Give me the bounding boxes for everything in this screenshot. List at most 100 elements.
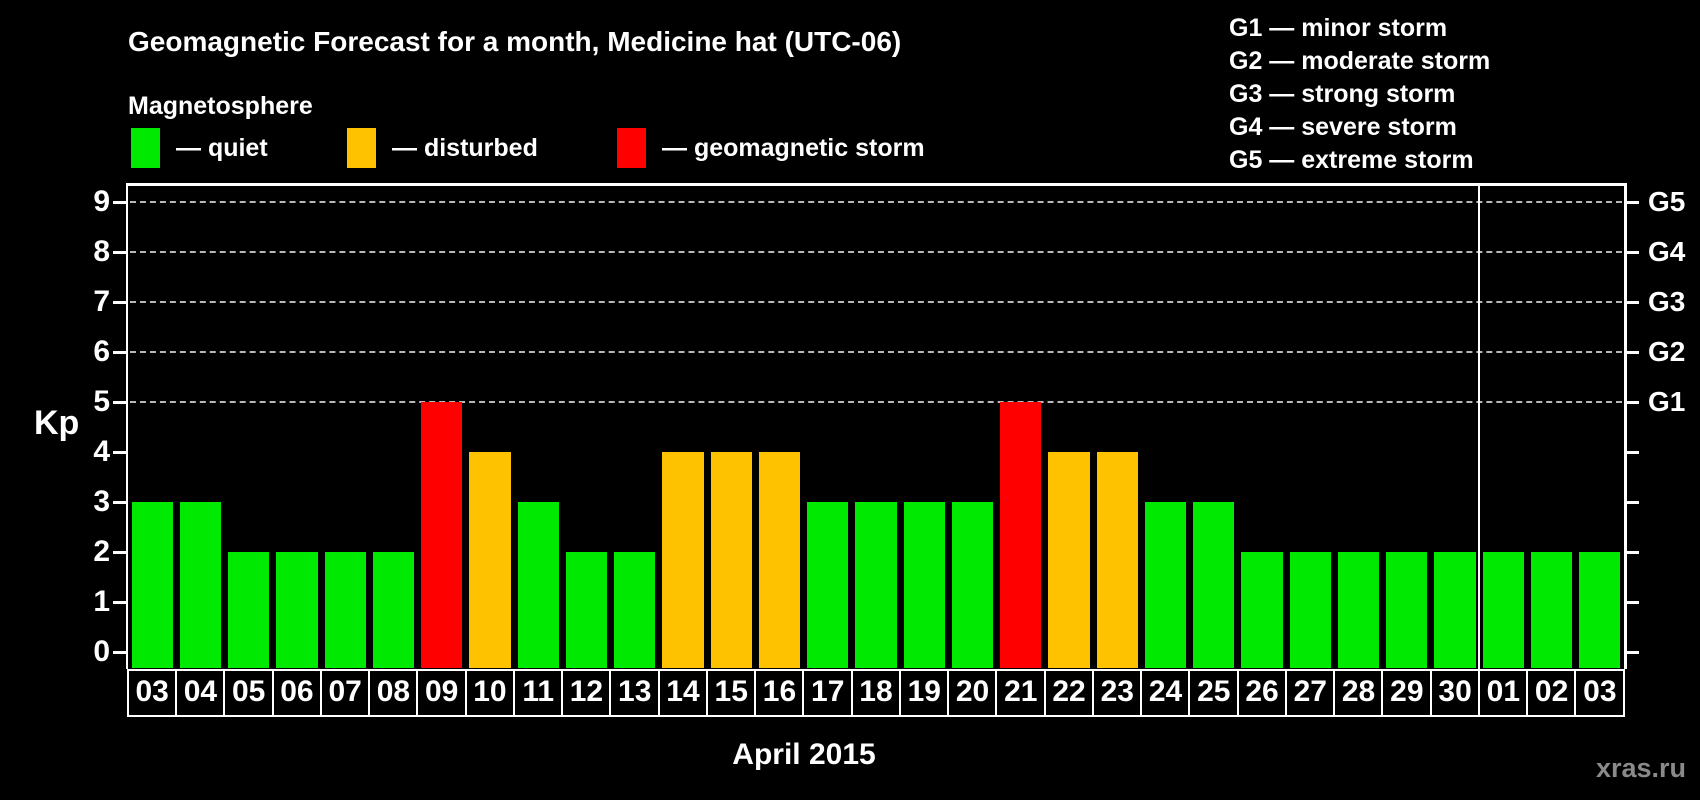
page-title: Geomagnetic Forecast for a month, Medici… — [128, 26, 902, 57]
x-axis-label: 22 — [1043, 669, 1095, 717]
x-axis-label: 12 — [561, 669, 612, 717]
right-axis-tick — [1624, 400, 1639, 404]
legend-title: Magnetosphere — [128, 92, 313, 120]
y-axis-tick — [113, 600, 128, 604]
plot-border-top — [125, 183, 1627, 186]
x-axis-label: 16 — [754, 669, 805, 717]
x-axis-label: 18 — [850, 669, 902, 717]
x-axis-label: 10 — [464, 669, 516, 717]
y-axis-tick — [113, 450, 128, 454]
kp-bar — [951, 502, 994, 668]
x-axis-label: 11 — [512, 669, 564, 717]
x-axis-title: April 2015 — [732, 738, 876, 771]
x-axis-label: 23 — [1091, 669, 1143, 717]
x-axis-label: 01 — [1477, 669, 1529, 717]
plot-border-left — [125, 183, 128, 669]
y-axis-tick-label: 9 — [93, 185, 110, 218]
y-axis-tick-label: 0 — [93, 635, 110, 668]
kp-bar — [807, 502, 849, 668]
kp-bar — [1096, 452, 1138, 668]
x-axis-label: 15 — [705, 669, 757, 717]
kp-bar — [1289, 552, 1331, 668]
kp-bar — [228, 552, 270, 668]
y-axis-tick — [113, 250, 128, 254]
x-axis-label: 25 — [1188, 669, 1240, 717]
y-axis-tick-label: 4 — [93, 435, 110, 468]
x-axis-label: 24 — [1140, 669, 1191, 717]
g-level-gridline — [130, 201, 1622, 203]
g-scale-legend: G1 — minor storm G2 — moderate storm G3 … — [1229, 12, 1490, 177]
g-legend-line: G3 — strong storm — [1229, 80, 1456, 108]
kp-bar — [1482, 552, 1524, 668]
x-axis-label: 27 — [1284, 669, 1336, 717]
kp-bar — [662, 452, 704, 668]
right-axis-tick — [1624, 600, 1639, 604]
y-axis-tick — [113, 200, 128, 204]
x-axis-label: 14 — [657, 669, 709, 717]
kp-bar — [372, 552, 415, 668]
y-axis-tick-label: 5 — [93, 385, 110, 418]
x-axis-label: 17 — [802, 669, 854, 717]
legend-item-quiet: — quiet — [131, 128, 268, 168]
x-axis-label: 30 — [1429, 669, 1481, 717]
g-scale-tick-label: G5 — [1648, 186, 1686, 217]
y-axis-tick-label: 2 — [93, 535, 110, 568]
kp-bar — [1193, 502, 1235, 668]
x-axis-label: 02 — [1526, 669, 1577, 717]
g-legend-line: G2 — moderate storm — [1229, 47, 1491, 75]
legend-label: — geomagnetic storm — [662, 134, 925, 162]
g-scale-tick-label: G4 — [1648, 236, 1686, 267]
y-axis-tick — [113, 500, 128, 504]
kp-bar — [421, 402, 463, 668]
kp-bar — [614, 552, 656, 668]
y-axis-tick — [113, 550, 128, 554]
plot-border-right — [1624, 183, 1627, 669]
x-axis-label: 13 — [609, 669, 661, 717]
x-axis-label: 03 — [1574, 669, 1626, 717]
legend-label: — disturbed — [392, 134, 538, 162]
right-axis-tick — [1624, 200, 1639, 204]
y-axis-tick — [113, 650, 128, 654]
g-level-gridline — [130, 301, 1622, 303]
x-axis-label: 08 — [368, 669, 419, 717]
right-axis-tick — [1624, 550, 1639, 554]
g-legend-line: G4 — severe storm — [1229, 113, 1457, 141]
g-level-gridline — [130, 401, 1622, 403]
legend-item-disturbed: — disturbed — [347, 128, 538, 168]
g-legend-line: G5 — extreme storm — [1229, 146, 1474, 174]
g-scale-tick-label: G2 — [1648, 336, 1686, 367]
kp-bar — [1434, 552, 1476, 668]
watermark: xras.ru — [1595, 753, 1686, 783]
kp-bar — [1000, 402, 1042, 668]
kp-bar — [1241, 552, 1283, 668]
month-separator-line — [1477, 183, 1481, 669]
x-axis-label: 09 — [416, 669, 468, 717]
y-axis-tick — [113, 300, 128, 304]
y-axis-tick-label: 6 — [93, 335, 110, 368]
g-scale-tick-label: G3 — [1648, 286, 1686, 317]
right-axis-tick — [1624, 450, 1639, 454]
right-axis-tick — [1624, 650, 1639, 654]
kp-bar — [1530, 552, 1573, 668]
x-axis-label: 05 — [223, 669, 275, 717]
x-axis-label: 04 — [175, 669, 226, 717]
x-axis-label: 20 — [947, 669, 998, 717]
kp-bar — [1048, 452, 1090, 668]
right-axis-tick — [1624, 250, 1639, 254]
kp-bar — [565, 552, 608, 668]
y-axis-tick — [113, 400, 128, 404]
legend-label: — quiet — [176, 134, 268, 162]
kp-bar — [469, 452, 511, 668]
y-axis-tick — [113, 350, 128, 354]
kp-bar — [131, 502, 173, 668]
x-axis-label: 26 — [1236, 669, 1288, 717]
kp-bar — [855, 502, 897, 668]
quiet-swatch-icon — [131, 128, 160, 168]
y-axis-tick-label: 7 — [93, 285, 110, 318]
g-level-gridline — [130, 251, 1622, 253]
y-axis-tick-label: 8 — [93, 235, 110, 268]
x-axis-label: 28 — [1333, 669, 1384, 717]
kp-bar — [1579, 552, 1621, 668]
kp-bar — [517, 502, 559, 668]
